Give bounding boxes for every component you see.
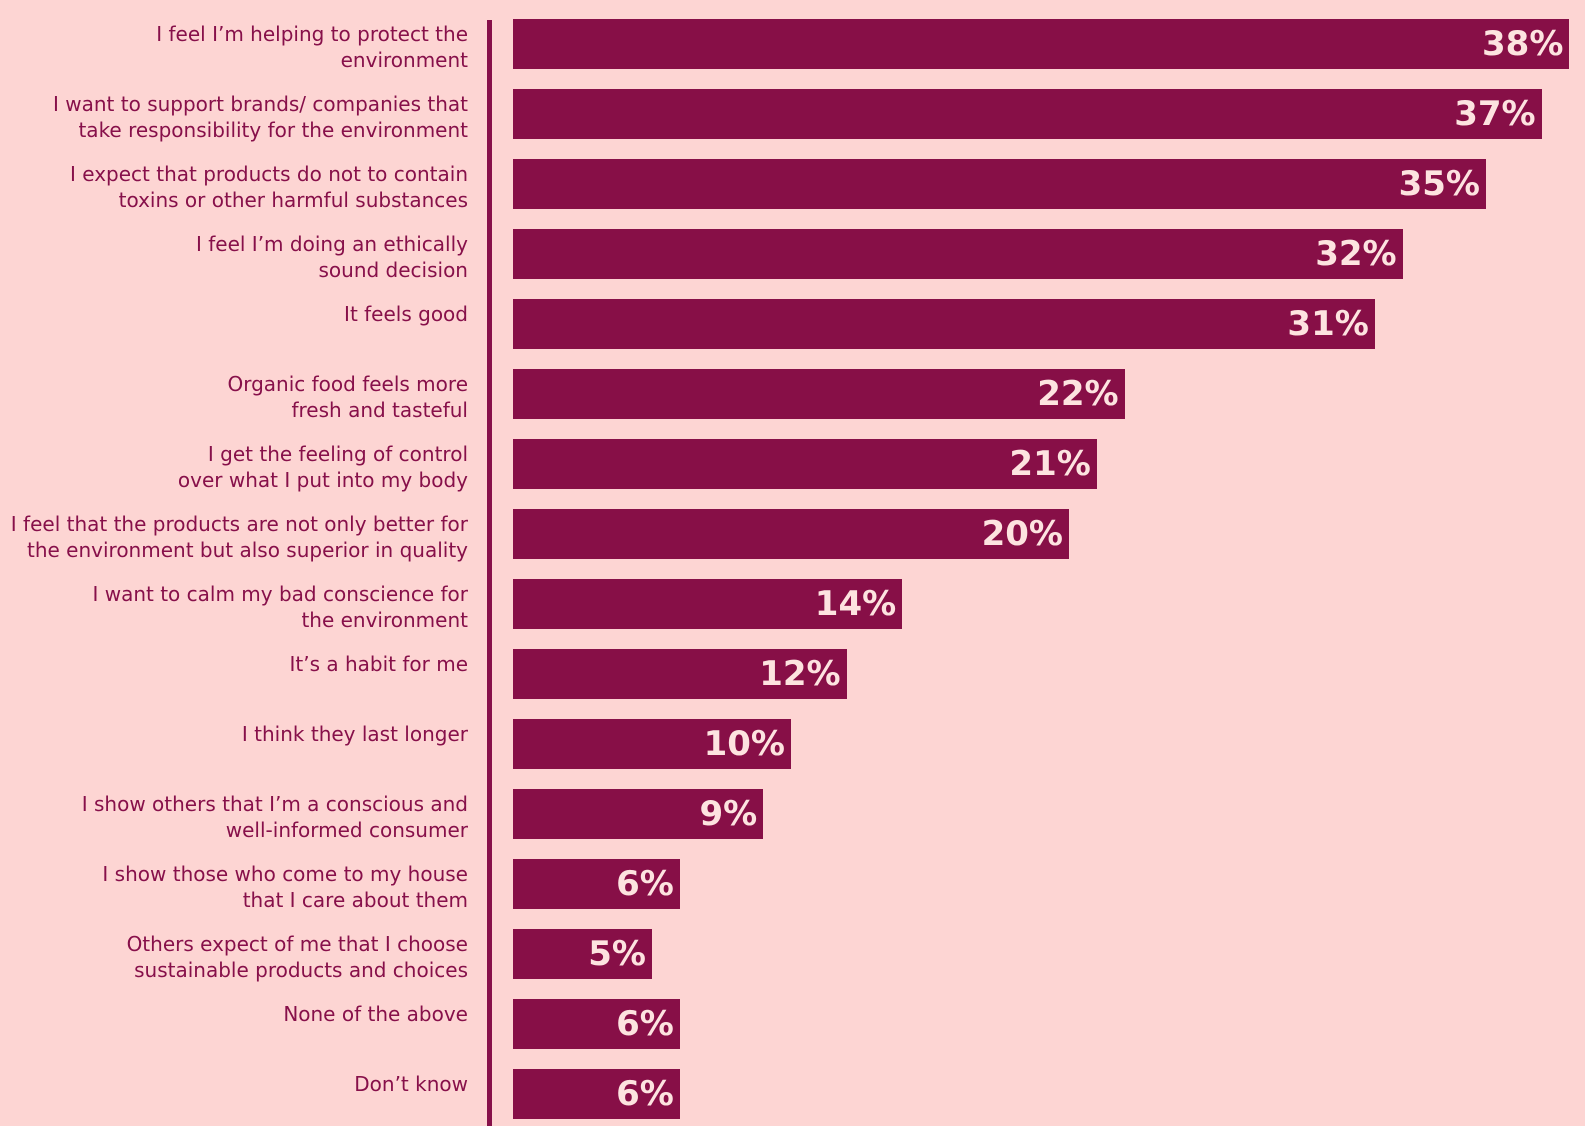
category-label: Don’t know [354,1072,468,1096]
category-label: I show others that I’m a conscious and w… [81,792,468,842]
axis-line [487,20,492,1126]
bar [513,859,680,909]
bar [513,1069,680,1119]
value-label: 22% [1037,374,1119,414]
value-label: 9% [699,794,758,834]
bar [513,789,764,839]
category-label: I want to support brands/ companies that… [53,92,468,142]
bar [513,719,791,769]
category-label: I get the feeling of control over what I… [177,442,468,492]
value-label: 6% [616,1074,674,1114]
value-label: 12% [759,654,841,694]
category-label: None of the above [283,1002,468,1026]
value-label: 21% [1009,444,1091,484]
value-label: 37% [1454,94,1536,134]
value-label: 35% [1398,164,1480,204]
bar [513,299,1375,349]
category-label: I show those who come to my house that I… [102,862,468,912]
category-label: Others expect of me that I choose sustai… [126,932,468,982]
value-label: 6% [616,1004,674,1044]
category-label: I think they last longer [241,722,468,746]
bar [513,509,1069,559]
category-label: I feel that the products are not only be… [10,512,468,562]
value-label: 32% [1315,234,1397,274]
bar [513,929,652,979]
bar [513,19,1570,69]
category-label: Organic food feels more fresh and tastef… [227,372,468,422]
value-label: 20% [981,514,1063,554]
category-label: I feel I’m helping to protect the enviro… [156,22,468,72]
bar [513,999,680,1049]
bar [513,159,1486,209]
category-label: It’s a habit for me [289,652,468,676]
value-label: 10% [703,724,785,764]
category-label: It feels good [344,302,468,326]
value-label: 5% [588,934,646,974]
value-label: 14% [814,584,897,624]
bar [513,89,1542,139]
value-label: 38% [1482,24,1564,64]
value-label: 6% [616,864,674,904]
bar [513,649,847,699]
category-label: I expect that products do not to contain… [70,162,468,212]
bar [513,579,903,629]
bar [513,439,1097,489]
value-label: 31% [1287,304,1369,344]
bar [513,369,1125,419]
bar [513,229,1403,279]
category-label: I feel I’m doing an ethically sound deci… [195,232,468,282]
category-label: I want to calm my bad conscience for the… [92,582,468,632]
